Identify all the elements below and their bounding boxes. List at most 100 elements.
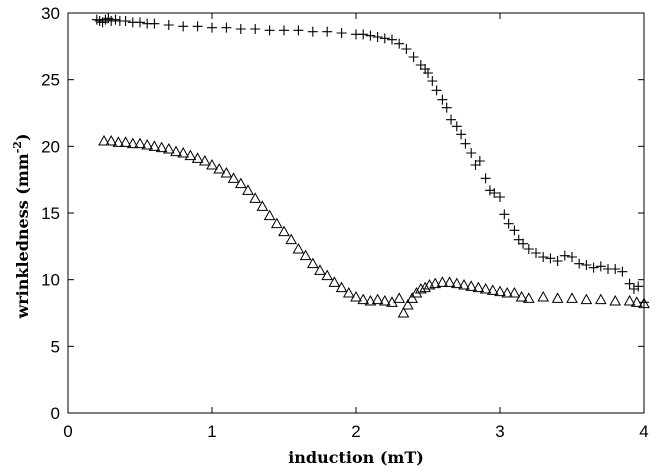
plus-point: [617, 266, 628, 277]
triangle-point: [630, 296, 643, 307]
triangle-point: [155, 141, 168, 153]
y-axis-label-sup: -2: [11, 141, 24, 153]
x-tick-label: 4: [639, 422, 648, 441]
triangle-point: [465, 280, 478, 291]
plus-point: [503, 218, 514, 229]
plus-point: [100, 14, 111, 25]
y-tick-label: 20: [41, 137, 60, 156]
plus-point: [120, 16, 131, 26]
x-tick-label: 0: [63, 422, 72, 441]
plus-point: [106, 16, 117, 26]
triangle-point: [242, 184, 254, 195]
triangle-point: [501, 286, 514, 298]
plus-point: [633, 281, 644, 292]
plus-point: [460, 138, 471, 149]
plus-point: [91, 14, 102, 25]
y-tick-label: 30: [41, 4, 60, 23]
plus-point: [358, 29, 369, 40]
plus-point: [552, 256, 563, 266]
y-axis-label-close: ): [13, 133, 32, 141]
triangle-point: [256, 200, 269, 211]
triangle-point: [580, 293, 593, 305]
plus-point: [437, 94, 448, 105]
triangle-point: [397, 306, 410, 318]
plus-point: [365, 30, 376, 41]
triangle-point: [220, 166, 233, 178]
triangle-point: [184, 149, 197, 161]
triangle-point: [508, 286, 521, 298]
triangle-point: [198, 154, 211, 166]
x-tick-label: 1: [207, 422, 216, 441]
triangle-point: [472, 281, 485, 293]
triangle-point: [335, 281, 348, 293]
plus-point: [499, 209, 510, 220]
triangle-point: [429, 277, 442, 289]
plus-point: [513, 234, 524, 245]
plus-point: [480, 173, 491, 184]
triangle-point: [566, 292, 578, 303]
triangle-point: [450, 277, 463, 289]
x-tick-label: 3: [495, 422, 504, 441]
plus-point: [574, 258, 585, 269]
plus-point: [559, 250, 570, 261]
plus-point: [178, 21, 189, 32]
plus-point: [538, 252, 549, 262]
plus-point: [149, 18, 160, 29]
triangle-point: [270, 217, 283, 229]
triangle-point: [141, 138, 154, 150]
plus-point: [408, 52, 419, 62]
triangle-point: [249, 192, 262, 203]
plus-point: [427, 76, 438, 86]
triangle-point: [479, 282, 492, 294]
triangle-point: [148, 140, 161, 151]
triangle-point: [98, 134, 110, 146]
plus-point: [322, 26, 333, 37]
plus-point: [518, 238, 529, 249]
triangle-point: [522, 292, 535, 303]
x-tick-label: 2: [351, 422, 360, 441]
plus-point: [495, 192, 505, 202]
plus-point: [379, 33, 390, 44]
triangle-point: [436, 276, 449, 287]
triangle-point: [414, 282, 427, 294]
plus-point: [207, 22, 217, 33]
triangle-point: [609, 294, 622, 306]
triangle-point: [234, 177, 247, 189]
triangle-point: [105, 134, 118, 146]
triangle-point: [357, 293, 370, 305]
triangle-point: [393, 292, 406, 303]
triangle-point: [278, 225, 290, 237]
plot-frame: [67, 12, 645, 414]
plus-point: [372, 32, 383, 42]
triangle-point: [177, 146, 190, 158]
plus-point: [394, 38, 405, 49]
triangle-point: [162, 142, 175, 154]
triangle-point: [364, 294, 377, 306]
x-axis: 0 1 2 3 4: [63, 13, 649, 441]
triangle-point: [306, 257, 319, 269]
triangle-point: [263, 209, 276, 221]
triangle-point: [406, 292, 419, 303]
triangle-point: [486, 284, 499, 295]
plus-point: [192, 21, 203, 32]
triangle-point: [594, 293, 607, 305]
plus-point: [415, 60, 426, 70]
triangle-point: [299, 249, 312, 261]
plus-point: [264, 25, 275, 36]
triangle-point: [638, 297, 650, 309]
triangle-point: [321, 269, 334, 281]
triangle-point: [119, 136, 132, 147]
plus-point: [307, 26, 318, 37]
plus-point: [466, 148, 477, 158]
plus-point: [293, 25, 304, 36]
plus-point: [235, 24, 246, 34]
plus-point: [470, 160, 481, 170]
plus-point: [279, 25, 289, 36]
triangle-point: [551, 292, 564, 303]
triangle-point: [134, 137, 146, 149]
series-1: [91, 13, 649, 308]
triangle-point: [191, 152, 204, 163]
y-axis-label: wrinkledness (mm-2): [11, 133, 32, 319]
